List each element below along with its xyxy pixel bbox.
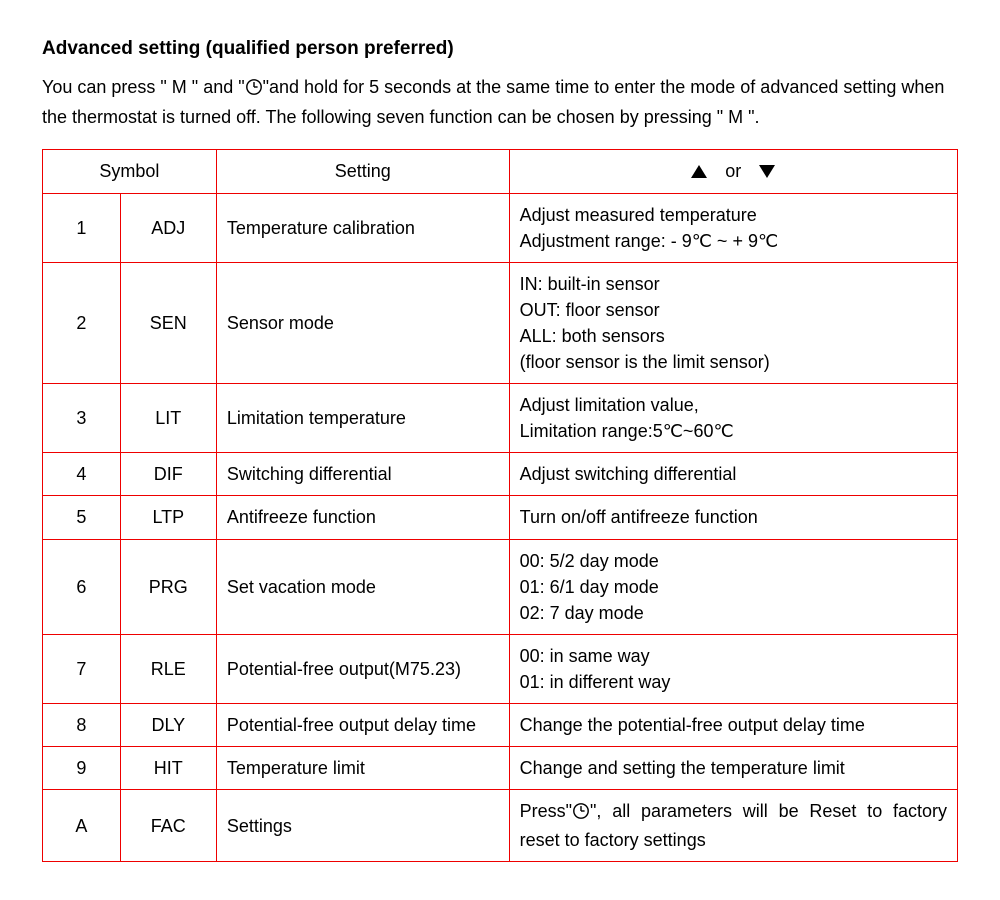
header-symbol: Symbol: [43, 150, 217, 194]
table-header-row: Symbol Setting or: [43, 150, 958, 194]
row-symbol: FAC: [120, 790, 216, 862]
clock-icon: [572, 801, 590, 827]
row-setting: Potential-free output delay time: [216, 704, 509, 747]
header-setting: Setting: [216, 150, 509, 194]
row-description: Adjust limitation value,Limitation range…: [509, 384, 957, 453]
row-setting: Limitation temperature: [216, 384, 509, 453]
header-up-down: or: [509, 150, 957, 194]
intro-text: You can press " M " and ""and hold for 5…: [42, 74, 958, 131]
row-description: Press"", all parameters will be Reset to…: [509, 790, 957, 862]
row-number: 7: [43, 634, 121, 703]
table-row: 8DLYPotential-free output delay timeChan…: [43, 704, 958, 747]
table-row: 5LTPAntifreeze functionTurn on/off antif…: [43, 496, 958, 539]
row-number: 8: [43, 704, 121, 747]
intro-pre: You can press " M " and ": [42, 77, 245, 97]
row-number: 2: [43, 262, 121, 383]
row-number: 3: [43, 384, 121, 453]
row-description: Adjust measured temperatureAdjustment ra…: [509, 193, 957, 262]
row-setting: Temperature calibration: [216, 193, 509, 262]
row-number: A: [43, 790, 121, 862]
table-row: 3LITLimitation temperatureAdjust limitat…: [43, 384, 958, 453]
row-setting: Temperature limit: [216, 747, 509, 790]
row-symbol: PRG: [120, 539, 216, 634]
clock-icon: [245, 77, 263, 104]
row-symbol: SEN: [120, 262, 216, 383]
row-description: Change and setting the temperature limit: [509, 747, 957, 790]
row-symbol: LIT: [120, 384, 216, 453]
row-symbol: ADJ: [120, 193, 216, 262]
row-number: 4: [43, 453, 121, 496]
row-number: 1: [43, 193, 121, 262]
row-setting: Antifreeze function: [216, 496, 509, 539]
table-row: 1ADJTemperature calibrationAdjust measur…: [43, 193, 958, 262]
row-symbol: LTP: [120, 496, 216, 539]
row-symbol: DIF: [120, 453, 216, 496]
row-setting: Switching differential: [216, 453, 509, 496]
table-row: 9HITTemperature limitChange and setting …: [43, 747, 958, 790]
row-symbol: DLY: [120, 704, 216, 747]
row-number: 5: [43, 496, 121, 539]
row-number: 9: [43, 747, 121, 790]
triangle-up-icon: [691, 165, 707, 178]
section-title: Advanced setting (qualified person prefe…: [42, 38, 958, 60]
table-row: 2SENSensor modeIN: built-in sensorOUT: f…: [43, 262, 958, 383]
row-description: Adjust switching differential: [509, 453, 957, 496]
row-setting: Sensor mode: [216, 262, 509, 383]
row-description: 00: 5/2 day mode01: 6/1 day mode02: 7 da…: [509, 539, 957, 634]
table-row: 6PRGSet vacation mode00: 5/2 day mode01:…: [43, 539, 958, 634]
row-description: 00: in same way01: in different way: [509, 634, 957, 703]
row-description: Change the potential-free output delay t…: [509, 704, 957, 747]
row-number: 6: [43, 539, 121, 634]
settings-table: Symbol Setting or 1ADJTemperature calibr…: [42, 149, 958, 862]
table-row: AFACSettingsPress"", all parameters will…: [43, 790, 958, 862]
table-row: 4DIFSwitching differentialAdjust switchi…: [43, 453, 958, 496]
row-symbol: HIT: [120, 747, 216, 790]
table-row: 7RLEPotential-free output(M75.23)00: in …: [43, 634, 958, 703]
triangle-down-icon: [759, 165, 775, 178]
row-description: IN: built-in sensorOUT: floor sensorALL:…: [509, 262, 957, 383]
row-setting: Set vacation mode: [216, 539, 509, 634]
row-symbol: RLE: [120, 634, 216, 703]
row-description: Turn on/off antifreeze function: [509, 496, 957, 539]
row-setting: Settings: [216, 790, 509, 862]
header-or-text: or: [725, 158, 741, 184]
row-setting: Potential-free output(M75.23): [216, 634, 509, 703]
